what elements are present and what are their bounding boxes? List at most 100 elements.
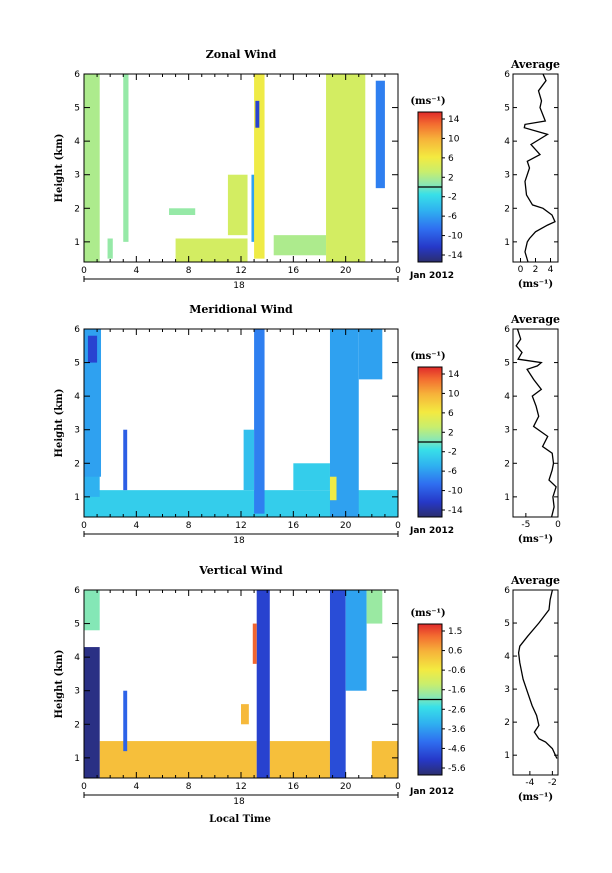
colorbar-tick-label: -5.6 xyxy=(448,764,466,774)
y-tick-label: 5 xyxy=(74,620,80,630)
profile-x-tick-label: 2 xyxy=(533,265,539,275)
profile-y-tick-label: 5 xyxy=(504,619,510,629)
y-tick-label: 3 xyxy=(74,426,80,436)
y-tick-label: 4 xyxy=(74,653,80,663)
colorbar-tick-label: -3.6 xyxy=(448,725,466,735)
profile-y-tick-label: 3 xyxy=(504,171,510,181)
time-axis-label: Local Time xyxy=(209,814,271,825)
profile-x-tick-label: 0 xyxy=(518,265,524,275)
x-tick-label: 20 xyxy=(340,521,352,531)
heatmap-band xyxy=(227,174,248,236)
x-tick-label: 16 xyxy=(288,521,300,531)
profile-title: Average xyxy=(510,58,560,71)
colorbar-tick-label: -4.6 xyxy=(448,744,466,754)
profile-y-tick-label: 5 xyxy=(504,359,510,369)
y-tick-label: 2 xyxy=(74,720,80,730)
heatmap-band xyxy=(269,741,330,778)
x-tick-label: 20 xyxy=(340,266,352,276)
panel-title: Meridional Wind xyxy=(189,303,293,316)
profile-x-tick-label: 0 xyxy=(555,520,561,530)
height-axis-label: Height (km) xyxy=(54,650,65,719)
x-tick-label: 4 xyxy=(133,782,139,792)
colorbar-unit: (ms⁻¹) xyxy=(410,608,445,619)
x-tick-label: 16 xyxy=(288,782,300,792)
colorbar-unit: (ms⁻¹) xyxy=(410,96,445,107)
y-tick-label: 6 xyxy=(74,70,80,80)
colorbar-unit: (ms⁻¹) xyxy=(410,351,445,362)
colorbar-tick-label: 2 xyxy=(448,173,454,183)
x-tick-label: 0 xyxy=(81,266,87,276)
panel-title: Vertical Wind xyxy=(198,564,283,577)
y-tick-label: 6 xyxy=(74,325,80,335)
profile-x-label: (ms⁻¹) xyxy=(518,279,553,290)
height-axis-label: Height (km) xyxy=(54,134,65,203)
colorbar-tick-label: -2.6 xyxy=(448,705,466,715)
heatmap-band xyxy=(175,238,248,262)
heatmap-band xyxy=(273,235,327,256)
profile-line xyxy=(523,73,556,263)
x-tick-label: 16 xyxy=(288,266,300,276)
profile-y-tick-label: 6 xyxy=(504,70,510,80)
colorbar-tick-label: 14 xyxy=(448,115,460,125)
y-tick-label: 1 xyxy=(74,238,80,248)
date-label: Jan 2012 xyxy=(409,526,454,536)
profile-y-tick-label: 4 xyxy=(504,392,510,402)
y-tick-label: 5 xyxy=(74,104,80,114)
x-tick-label: 8 xyxy=(186,521,192,531)
profile-y-tick-label: 3 xyxy=(504,685,510,695)
x-tick-label: 0 xyxy=(395,782,401,792)
heatmap-band xyxy=(329,590,346,778)
heatmap-band xyxy=(84,590,100,631)
profile-y-tick-label: 4 xyxy=(504,137,510,147)
y-tick-label: 6 xyxy=(74,586,80,596)
profile-frame xyxy=(512,73,559,263)
heatmap-band xyxy=(345,590,367,691)
heatmap-band xyxy=(254,74,265,259)
heatmap-band xyxy=(293,463,330,491)
heatmap-band xyxy=(255,100,260,128)
heatmap-cells xyxy=(84,74,385,262)
x-tick-label: 8 xyxy=(186,266,192,276)
heatmap-band xyxy=(366,590,383,624)
colorbar-tick-label: 0.6 xyxy=(448,647,463,657)
heatmap-band xyxy=(84,647,100,778)
heatmap-band xyxy=(84,329,102,477)
colorbar-tick-label: 14 xyxy=(448,370,460,380)
heatmap-band xyxy=(241,704,249,725)
x-tick-label: 12 xyxy=(235,782,246,792)
profile-frame xyxy=(512,589,559,776)
profile-x-tick-label: -2 xyxy=(548,778,557,788)
profile-y-tick-label: 2 xyxy=(504,204,510,214)
profile-x-tick-label: -4 xyxy=(525,778,534,788)
heatmap-band xyxy=(256,590,270,778)
profile-title: Average xyxy=(510,574,560,587)
profile-y-tick-label: 2 xyxy=(504,718,510,728)
y-tick-label: 5 xyxy=(74,359,80,369)
heatmap-band xyxy=(252,623,257,664)
y-tick-label: 1 xyxy=(74,493,80,503)
y-tick-label: 4 xyxy=(74,392,80,402)
colorbar-tick-label: -6 xyxy=(448,212,457,222)
profile-y-tick-label: 3 xyxy=(504,426,510,436)
profile-line xyxy=(517,589,558,759)
profile-y-tick-label: 5 xyxy=(504,104,510,114)
profile-y-tick-label: 6 xyxy=(504,586,510,596)
heatmap-band xyxy=(107,238,113,259)
colorbar-tick-label: 1.5 xyxy=(448,627,462,637)
colorbar-tick-label: 2 xyxy=(448,428,454,438)
x-tick-label: 0 xyxy=(395,266,401,276)
heatmap-band xyxy=(326,74,366,262)
colorbar-tick-label: 10 xyxy=(448,134,460,144)
heatmap-band xyxy=(254,329,265,514)
colorbar-tick-label: -0.6 xyxy=(448,666,466,676)
colorbar-tick-label: -2 xyxy=(448,448,457,458)
colorbar-tick-label: -6 xyxy=(448,467,457,477)
x-tick-label: 4 xyxy=(133,521,139,531)
heatmap-band xyxy=(87,335,98,363)
profile-x-label: (ms⁻¹) xyxy=(518,792,553,803)
colorbar-tick-label: -10 xyxy=(448,232,463,242)
heatmap-band xyxy=(123,690,128,752)
day-label: 18 xyxy=(233,536,245,546)
